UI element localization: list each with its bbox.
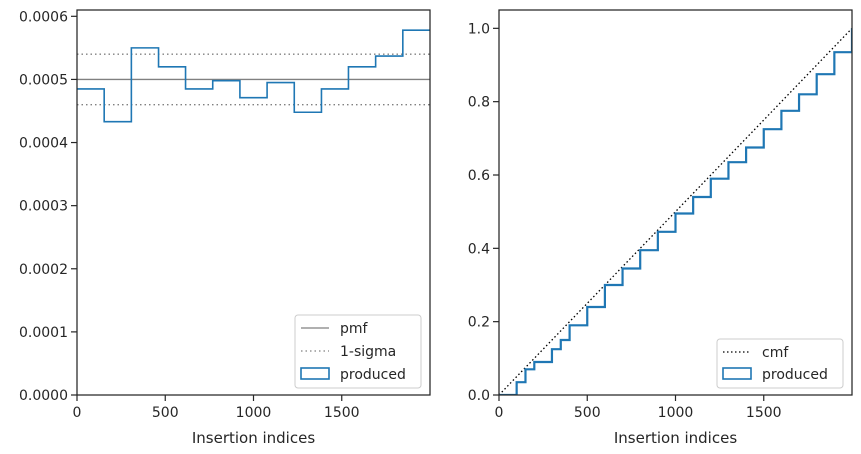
y-tick-label: 0.4 — [468, 241, 490, 257]
legend-produced-marker — [300, 367, 330, 380]
legend: cmf produced — [716, 338, 844, 389]
y-tick-label: 0.0003 — [19, 199, 68, 215]
axes-frame — [498, 9, 853, 396]
produced-step-line — [77, 29, 430, 123]
x-tick-label: 1500 — [746, 405, 782, 421]
y-tick-label: 0.0 — [468, 388, 490, 404]
legend-produced-label: produced — [762, 367, 828, 383]
x-tick-label: 0 — [73, 405, 82, 421]
cmf-line — [499, 27, 852, 395]
y-tick-label: 0.0000 — [19, 388, 68, 404]
left-panel-pmf: 0 500 1000 1500 0.0000 0.0001 0.0002 0.0003 0.00… — [19, 9, 431, 447]
x-axis-title: Insertion indices — [192, 429, 315, 447]
x-axis-title: Insertion indices — [614, 429, 737, 447]
legend-produced-marker — [722, 367, 752, 380]
x-tick-label: 500 — [152, 405, 179, 421]
x-tick-label: 0 — [495, 405, 504, 421]
legend-produced-label: produced — [340, 367, 406, 383]
legend-box — [716, 338, 844, 389]
x-tick-label: 1000 — [236, 405, 272, 421]
legend-cmf-label: cmf — [762, 345, 789, 361]
right-panel-cmf: 0 500 1000 1500 0.0 0.2 0.4 0.6 0.8 1.0 Insertion … — [468, 9, 853, 447]
x-tick-label: 1000 — [658, 405, 694, 421]
y-tick-label: 0.2 — [468, 315, 490, 331]
plot-area — [499, 27, 852, 395]
y-tick-label: 0.0001 — [19, 325, 68, 341]
y-tick-label: 1.0 — [468, 21, 490, 37]
legend-pmf-label: pmf — [340, 321, 369, 337]
y-tick-label: 0.0002 — [19, 262, 68, 278]
legend-box — [294, 314, 422, 389]
legend-sigma-label: 1-sigma — [340, 344, 396, 360]
legend: pmf 1-sigma produced — [294, 314, 422, 389]
y-tick-label: 0.0004 — [19, 136, 68, 152]
y-tick-label: 0.0006 — [19, 9, 68, 25]
y-tick-label: 0.6 — [468, 168, 490, 184]
plot-area — [77, 29, 430, 123]
produced-cdf-line — [499, 28, 852, 395]
x-tick-label: 1500 — [324, 405, 360, 421]
x-tick-label: 500 — [574, 405, 601, 421]
y-tick-label: 0.8 — [468, 95, 490, 111]
y-tick-label: 0.0005 — [19, 72, 68, 88]
